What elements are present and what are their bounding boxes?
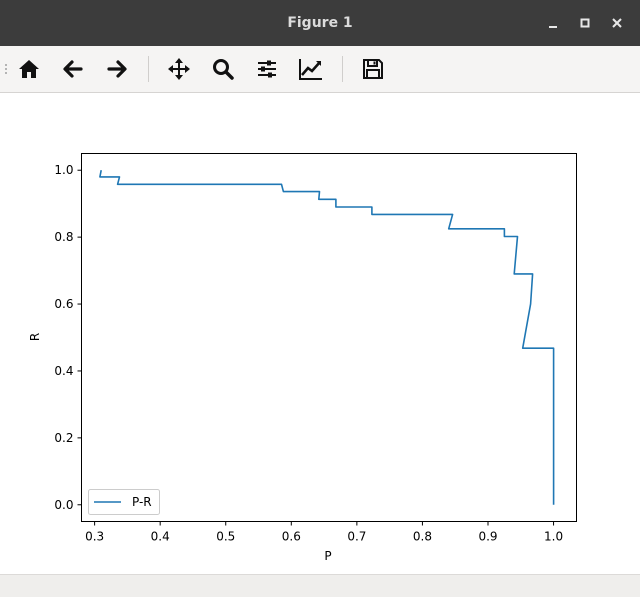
series-line-pr: [99, 170, 555, 505]
legend: P-R: [88, 489, 160, 515]
pan-button[interactable]: [165, 55, 193, 83]
toolbar-grip-icon[interactable]: [4, 63, 8, 75]
legend-box: [88, 489, 160, 515]
y-tick-label: 0.8: [54, 230, 73, 244]
maximize-button[interactable]: [575, 13, 595, 33]
x-tick-label: 0.4: [151, 530, 170, 544]
axes-frame: [81, 153, 577, 522]
y-tick-label: 1.0: [54, 163, 73, 177]
home-icon: [19, 60, 39, 78]
x-tick-label: 0.7: [347, 530, 366, 544]
home-button[interactable]: [15, 55, 43, 83]
edit-axis-icon: [299, 59, 322, 80]
x-tick-label: 0.8: [413, 530, 432, 544]
close-icon: [612, 18, 622, 28]
maximize-icon: [580, 18, 590, 28]
forward-button[interactable]: [103, 55, 131, 83]
configure-subplots-icon: [258, 60, 276, 78]
toolbar: [0, 46, 640, 93]
y-axis-label: R: [28, 333, 42, 341]
y-tick-label: 0.0: [54, 498, 73, 512]
zoom-icon: [213, 59, 234, 80]
pan-icon: [168, 58, 190, 80]
minimize-button[interactable]: [543, 13, 563, 33]
forward-arrow-icon: [107, 60, 127, 78]
save-button[interactable]: [359, 55, 387, 83]
pr-chart[interactable]: 0.3 0.4 0.5 0.6 0.7 0.8 0.9 1.0 0.0 0.2 0.4 0.6 0.8 1…: [0, 93, 640, 574]
status-bar: [0, 574, 640, 597]
toolbar-separator: [342, 56, 343, 82]
edit-axis-button[interactable]: [297, 55, 325, 83]
y-tick-label: 0.2: [54, 431, 73, 445]
minimize-icon: [549, 26, 557, 28]
configure-subplots-button[interactable]: [253, 55, 281, 83]
x-tick-label: 0.9: [478, 530, 497, 544]
toolbar-separator: [148, 56, 149, 82]
x-tick-label: 0.3: [85, 530, 104, 544]
y-tick-label: 0.4: [54, 364, 73, 378]
back-arrow-icon: [63, 60, 83, 78]
save-icon: [363, 59, 383, 79]
x-tick-label: 0.6: [282, 530, 301, 544]
close-button[interactable]: [607, 13, 627, 33]
y-tick-label: 0.6: [54, 297, 73, 311]
legend-label: P-R: [132, 495, 152, 509]
title-bar: Figure 1: [0, 0, 640, 46]
x-tick-label: 1.0: [544, 530, 563, 544]
x-axis-label: P: [324, 549, 331, 563]
figure-canvas[interactable]: 0.3 0.4 0.5 0.6 0.7 0.8 0.9 1.0 0.0 0.2 0.4 0.6 0.8 1…: [0, 93, 640, 574]
back-button[interactable]: [59, 55, 87, 83]
zoom-button[interactable]: [209, 55, 237, 83]
window-title: Figure 1: [287, 15, 353, 31]
x-tick-label: 0.5: [216, 530, 235, 544]
